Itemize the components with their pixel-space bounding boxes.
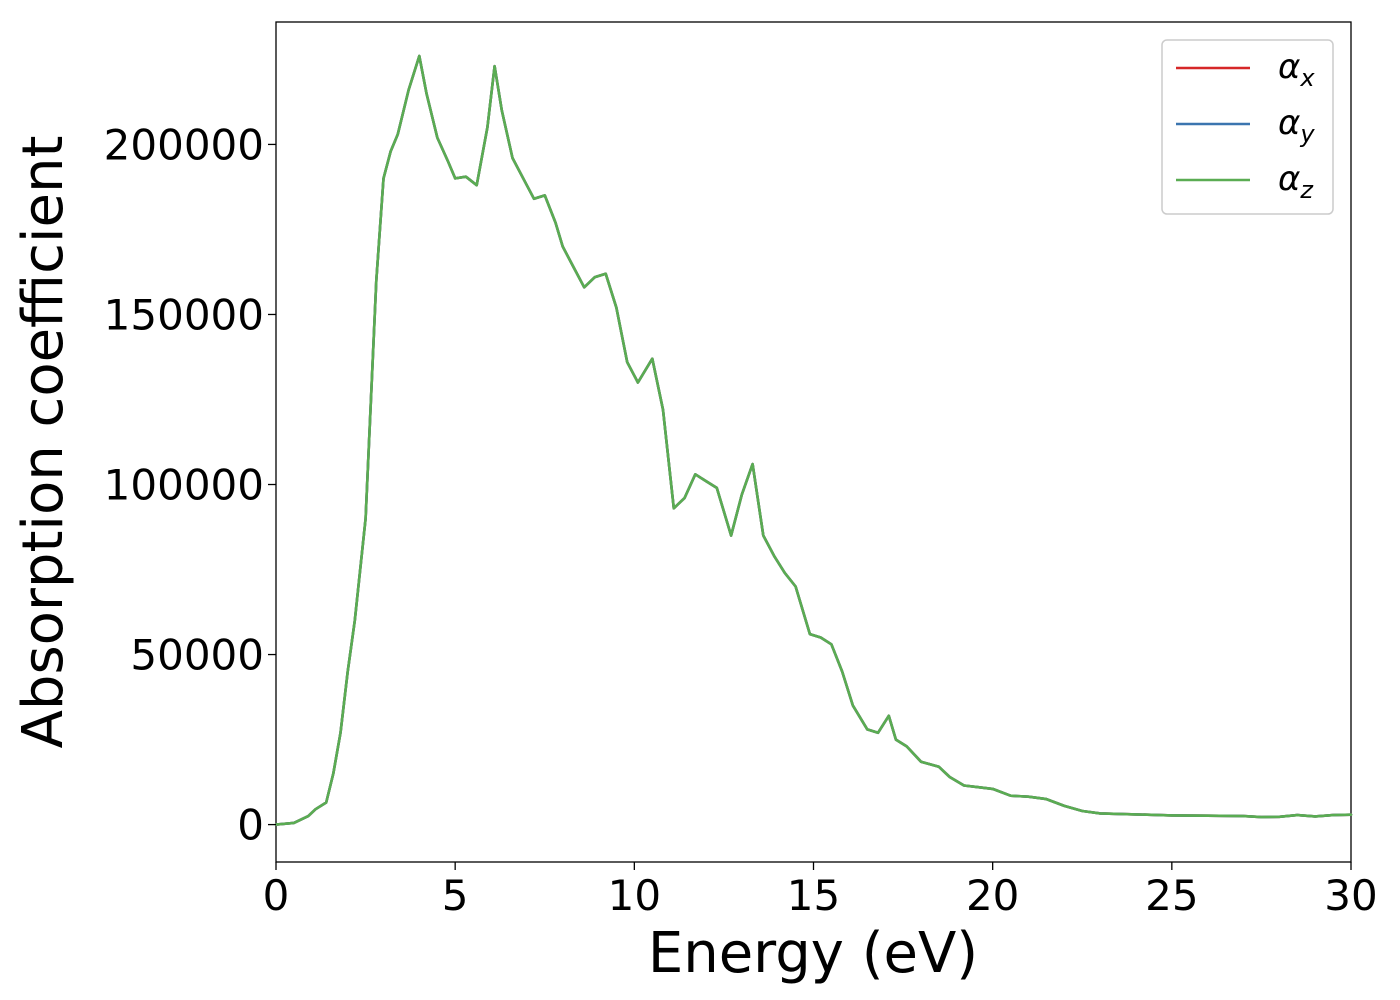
legend-item: αz	[1176, 159, 1314, 204]
legend-box	[1161, 39, 1334, 215]
legend-subscript: y	[1299, 120, 1315, 148]
series-line-3	[274, 54, 1353, 826]
legend-subscript: x	[1299, 64, 1315, 92]
y-tick-label: 0	[237, 801, 264, 850]
y-axis-ticks: 0 50000 100000 150000 200000	[104, 120, 276, 850]
legend-label: αy	[1278, 103, 1315, 148]
x-tick-label: 15	[787, 871, 840, 920]
legend-item: αx	[1176, 47, 1315, 92]
y-tick-label: 100000	[104, 461, 264, 510]
legend-subscript: z	[1299, 176, 1314, 204]
legend-symbol: α	[1278, 103, 1300, 143]
y-tick-label: 150000	[104, 290, 264, 339]
x-tick-label: 30	[1324, 871, 1377, 920]
legend-symbol: α	[1278, 159, 1300, 199]
series-group	[274, 54, 1353, 826]
y-tick-label: 200000	[104, 120, 264, 169]
legend-label: αz	[1278, 159, 1314, 204]
x-tick-label: 10	[608, 871, 661, 920]
x-tick-label: 20	[966, 871, 1019, 920]
x-axis-label: Energy (eV)	[648, 921, 978, 986]
x-tick-label: 0	[263, 871, 290, 920]
x-axis-ticks: 0 5 10 15 20 25 30	[263, 862, 1378, 920]
y-axis-label: Absorption coefficient	[11, 136, 76, 749]
legend-item: αy	[1176, 103, 1315, 148]
legend-label: αx	[1278, 47, 1315, 92]
legend-symbol: α	[1278, 47, 1300, 87]
x-tick-label: 5	[442, 871, 469, 920]
x-tick-label: 25	[1145, 871, 1198, 920]
y-tick-label: 50000	[130, 631, 264, 680]
